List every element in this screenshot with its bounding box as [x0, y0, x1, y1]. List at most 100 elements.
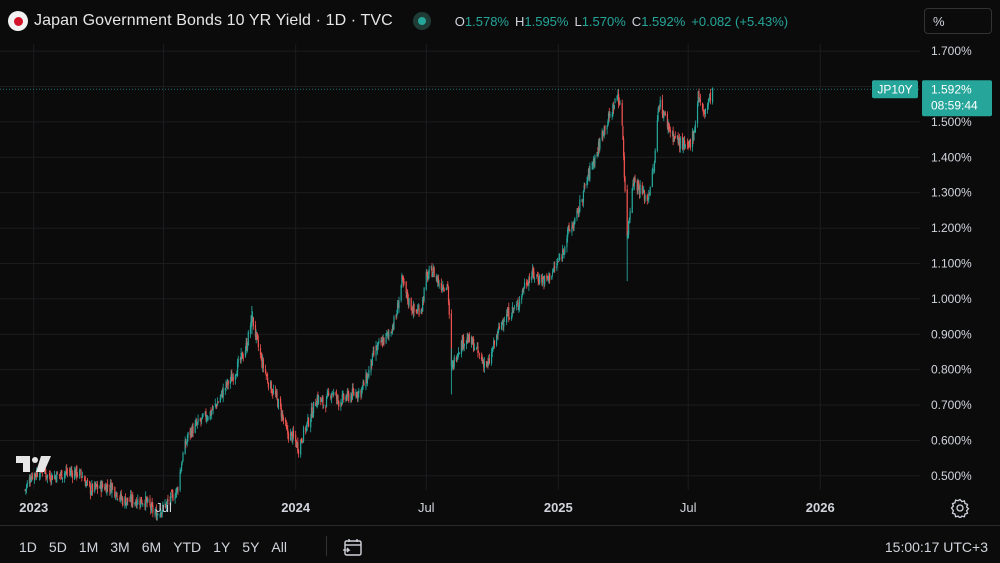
candle-body: [227, 381, 229, 385]
calendar-range-icon[interactable]: [342, 537, 364, 557]
candle-body: [556, 263, 558, 269]
candle-body: [549, 273, 551, 281]
market-status-icon[interactable]: [412, 12, 431, 30]
candle-body: [473, 347, 475, 351]
candle-body: [207, 417, 209, 420]
candle-body: [607, 113, 610, 124]
candle: [129, 496, 131, 502]
candle-body: [25, 485, 28, 490]
candle: [84, 475, 86, 487]
candle-body: [89, 485, 92, 495]
candle: [455, 355, 458, 363]
candle-body: [696, 103, 699, 124]
candle: [634, 174, 636, 183]
range-button-5d[interactable]: 5D: [48, 539, 67, 555]
candle-body: [641, 185, 643, 194]
candle: [300, 438, 302, 458]
range-button-3m[interactable]: 3M: [110, 539, 130, 555]
candle-body: [475, 347, 478, 349]
bottom-toolbar: 1D 5D 1M 3M 6M YTD 1Y 5Y All 15:00:17 UTC+3: [0, 525, 1000, 563]
candle-body: [498, 326, 500, 329]
range-button-all[interactable]: All: [271, 539, 287, 555]
candle-body: [130, 494, 132, 501]
range-button-1y[interactable]: 1Y: [213, 539, 231, 555]
x-tick-label: Jul: [155, 500, 172, 515]
candle-body: [307, 417, 310, 427]
candle-body: [161, 510, 163, 515]
candle: [571, 221, 573, 236]
candle-body: [452, 360, 455, 368]
candle-body: [30, 476, 33, 481]
candle-body: [558, 257, 560, 260]
candle: [648, 189, 650, 204]
candle-body: [624, 177, 626, 192]
candle: [239, 356, 242, 364]
candle-body: [325, 396, 328, 408]
candle-body: [466, 337, 468, 342]
x-tick-label: Jul: [680, 500, 697, 515]
candle-body: [174, 497, 176, 500]
symbol-title[interactable]: Japan Government Bonds 10 YR Yield · 1D …: [34, 12, 393, 29]
candle-body: [281, 412, 283, 419]
candle: [531, 271, 533, 283]
candle: [356, 391, 358, 399]
candle-body: [325, 406, 327, 409]
candle: [165, 503, 167, 509]
candle-body: [48, 473, 51, 477]
candle: [533, 267, 535, 280]
candle-body: [673, 137, 675, 142]
settings-gear-icon[interactable]: [950, 498, 970, 518]
candle-body: [45, 472, 47, 478]
candle-body: [31, 474, 33, 480]
candle-body: [81, 476, 84, 478]
candle: [691, 128, 694, 152]
candle-body: [652, 169, 654, 170]
candle-body: [236, 374, 238, 376]
candle-body: [300, 440, 302, 455]
candle: [647, 198, 649, 201]
candle-body: [589, 165, 591, 179]
last-price-tag: JP10Y 1.592% 08:59:44: [872, 80, 992, 117]
range-button-1d[interactable]: 1D: [19, 539, 37, 555]
candle: [658, 104, 661, 112]
utc-clock[interactable]: 15:00:17 UTC+3: [884, 539, 988, 555]
range-button-5y[interactable]: 5Y: [242, 539, 260, 555]
candle: [315, 400, 318, 407]
candle: [407, 293, 409, 309]
candle-body: [114, 487, 116, 497]
candle: [351, 383, 353, 401]
candle-body: [242, 357, 244, 359]
candle: [392, 322, 394, 331]
candle: [235, 374, 237, 379]
candle: [678, 133, 681, 153]
candle: [285, 419, 287, 430]
range-button-6m[interactable]: 6M: [141, 539, 162, 555]
candle: [335, 389, 338, 405]
candle-body: [60, 471, 62, 475]
candle: [607, 111, 610, 125]
candle-body: [623, 155, 625, 178]
candle: [411, 307, 413, 316]
tradingview-logo-icon[interactable]: [16, 454, 52, 474]
candle: [240, 347, 242, 364]
price-unit-selector[interactable]: %: [924, 8, 992, 34]
candle: [290, 428, 292, 441]
candle-body: [396, 303, 399, 314]
range-button-ytd[interactable]: YTD: [173, 539, 202, 555]
candle-body: [280, 407, 282, 417]
candle: [58, 474, 61, 479]
candle: [542, 276, 544, 280]
candle-body: [569, 229, 571, 231]
candle-body: [526, 283, 529, 286]
candle-body: [422, 300, 425, 302]
candle-body: [638, 187, 641, 195]
candle: [335, 391, 337, 396]
candle-body: [311, 407, 313, 418]
range-button-1m[interactable]: 1M: [78, 539, 99, 555]
x-axis[interactable]: 2023 Jul 2024 Jul 2025 Jul 2026: [19, 500, 834, 515]
candle: [249, 322, 252, 339]
candle-body: [179, 471, 181, 491]
candle-body: [59, 474, 61, 475]
candle: [698, 88, 700, 103]
